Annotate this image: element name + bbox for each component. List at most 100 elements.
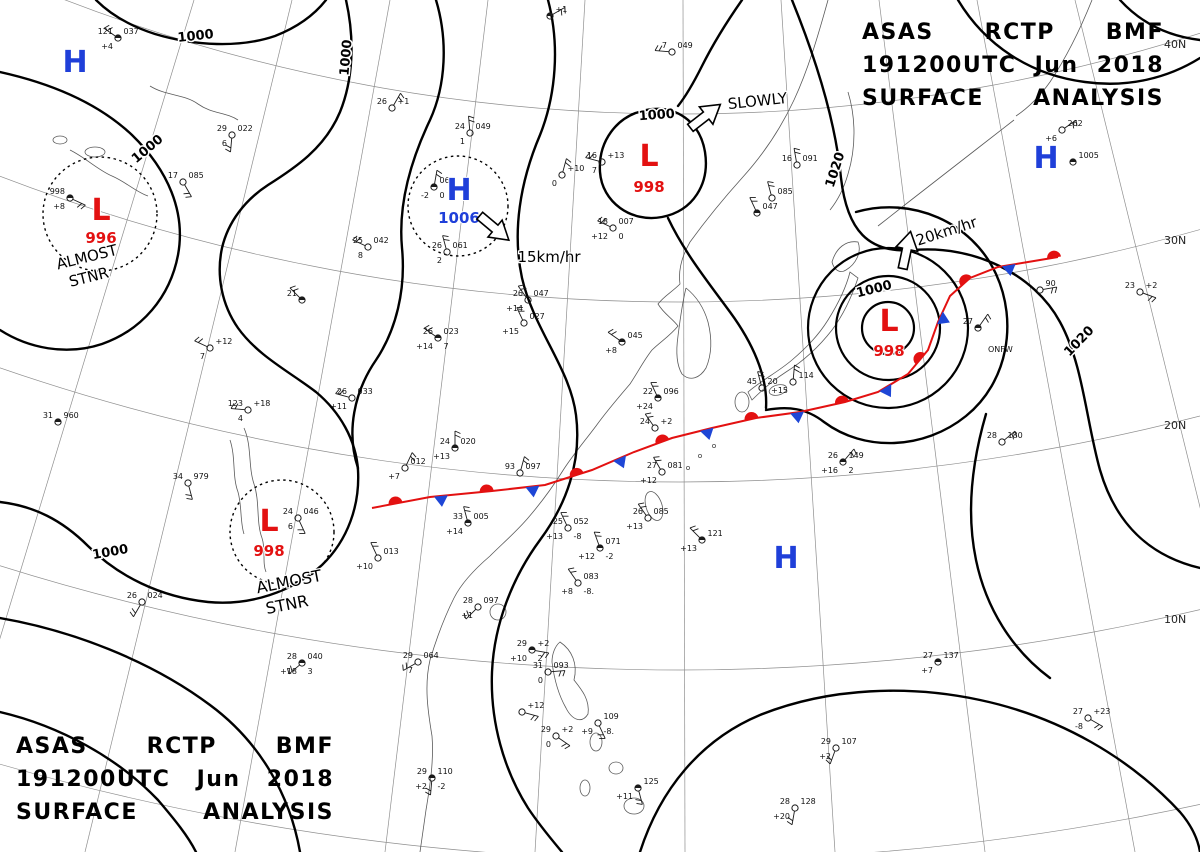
station-value-upper-right: +10 xyxy=(568,164,585,173)
station-plot: 26 +1 xyxy=(377,93,409,112)
title-word: ASAS xyxy=(16,734,88,759)
high-pressure-symbol: H xyxy=(1033,141,1058,176)
station-plot: 29 110 +2 -2 xyxy=(415,767,453,796)
station-value-lower-left: +8 xyxy=(561,587,573,596)
wind-barb xyxy=(689,527,701,539)
isobar xyxy=(666,216,768,410)
station-value-upper-right: 085 xyxy=(778,187,793,196)
station-plot: 26 033 +11 xyxy=(330,387,373,411)
station-value-lower-left: +8 xyxy=(605,346,617,355)
station-value-upper-right: +12 xyxy=(528,701,545,710)
cold-front-symbol xyxy=(936,311,950,325)
wind-barb xyxy=(352,239,366,247)
coastline-taiwan xyxy=(644,491,664,521)
station-value-upper-right: +23 xyxy=(1094,707,1111,716)
wind-barb xyxy=(551,670,565,673)
title-word: RCTP xyxy=(146,734,217,759)
isobar xyxy=(0,70,182,351)
coastline-kuril xyxy=(877,119,1015,227)
station-plot: 027 +15 xyxy=(502,307,545,336)
station-value-upper-left: 25 xyxy=(353,236,363,245)
station-value-upper-left: 33 xyxy=(453,512,463,521)
station-value-lower-left: +2 xyxy=(819,752,831,761)
station-value-upper-right: +2 xyxy=(661,417,673,426)
isobar xyxy=(956,0,1200,85)
station-value-upper-left: 123 xyxy=(228,399,243,408)
station-value-upper-left: 29 xyxy=(403,651,413,660)
station-value-upper-right: 037 xyxy=(124,27,139,36)
station-value-upper-right: 096 xyxy=(664,387,679,396)
station-value-upper-left: 27 xyxy=(923,651,933,660)
wind-barb xyxy=(567,568,577,581)
wind-barb xyxy=(844,448,855,460)
station-value-lower-left: +14 xyxy=(416,342,433,351)
station-value-upper-left: 121 xyxy=(98,27,113,36)
station-plot: 085 xyxy=(767,181,793,202)
station-plot: 114 +15 xyxy=(771,364,814,395)
wind-barb xyxy=(562,158,567,173)
wind-barb xyxy=(188,485,193,500)
low-pressure-symbol: L xyxy=(639,139,658,174)
station-value-upper-left: 28 xyxy=(780,797,790,806)
station-value-upper-left: 26 xyxy=(377,97,387,106)
wind-barb xyxy=(288,664,300,675)
coastline-mainland xyxy=(419,0,829,852)
station-value-lower-left: 7 xyxy=(408,666,413,675)
isobar xyxy=(94,0,328,46)
wind-barb xyxy=(231,408,245,411)
station-value-upper-right: 109 xyxy=(604,712,619,721)
station-value-upper-right: 047 xyxy=(534,289,549,298)
station-plot: 29 +2 0 xyxy=(541,725,574,750)
station-plot: 064 -2 0 xyxy=(421,169,455,200)
wind-barb xyxy=(463,506,468,521)
isobar xyxy=(351,0,445,470)
station-plot: 047 xyxy=(749,197,778,217)
high-pressure-symbol: H xyxy=(446,173,471,208)
station-value-upper-left: 22 xyxy=(643,387,653,396)
wind-barb xyxy=(103,27,116,37)
station-value-upper-left: 28 xyxy=(987,431,997,440)
station-value-lower-left: +10 xyxy=(356,562,373,571)
coastline-honshu xyxy=(747,271,859,401)
station-value-upper-right: +2 xyxy=(562,725,574,734)
station-plot: 27 137 +7 xyxy=(921,651,959,675)
station-plot: 28 180 xyxy=(987,430,1023,446)
station-value-upper-right: +13 xyxy=(608,151,625,160)
warm-front-symbol xyxy=(744,412,759,421)
station-value-upper-right: 049 xyxy=(678,41,693,50)
wind-barb xyxy=(1004,430,1016,441)
title-block-top-right: ASAS RCTP BMF 191200UTC Jun 2018 SURFACE… xyxy=(862,16,1164,115)
high-pressure-symbol: H xyxy=(773,541,798,576)
station-plot: 18 007 +12 0 xyxy=(591,216,634,241)
station-value-lower-left: 0 xyxy=(552,179,557,188)
station-value-lower-left: 0 xyxy=(538,676,543,685)
station-plot: 29 064 7 xyxy=(402,651,439,675)
coastline-hokkaido xyxy=(831,241,860,272)
coastline-hainan xyxy=(489,603,507,621)
cold-front-symbol xyxy=(790,411,805,424)
isobar xyxy=(860,300,916,356)
station-value-lower-left: +15 xyxy=(502,327,519,336)
station-value-lower-right: 7 xyxy=(444,342,449,351)
station-value-upper-right: 262 xyxy=(1068,119,1083,128)
isobar xyxy=(0,616,302,852)
station-value-upper-right: 020 xyxy=(461,437,476,446)
wind-barb xyxy=(520,456,525,471)
station-value-upper-right: 047 xyxy=(763,202,778,211)
isobar-label: 1000 xyxy=(91,542,129,563)
station-plot: 012 +7 xyxy=(388,452,426,481)
station-value-upper-right: 110 xyxy=(438,767,453,776)
station-plot: 045 +8 xyxy=(605,328,643,355)
coastline-sakhalin xyxy=(829,91,855,211)
station-value-upper-left: 26 xyxy=(513,289,523,298)
station-value-lower-left: -8 xyxy=(1075,722,1083,731)
station-value-upper-left: 28 xyxy=(287,652,297,661)
pressure-center-value: 998 xyxy=(253,542,284,560)
wind-barb xyxy=(465,608,477,620)
isobar-label: 1000 xyxy=(638,107,675,124)
wind-barb xyxy=(1090,719,1103,727)
misc-label: ONFW xyxy=(988,345,1013,354)
title-line-2: 191200UTC Jun 2018 xyxy=(862,49,1164,82)
